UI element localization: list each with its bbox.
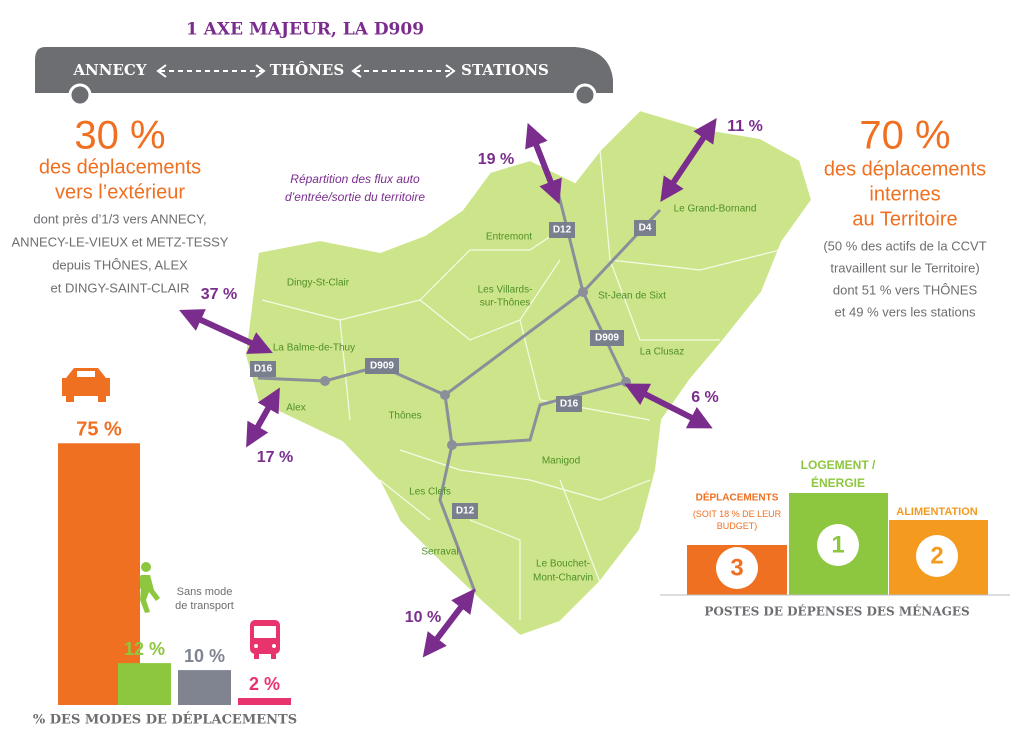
stat-detail: dont 51 % vers THÔNES [833,282,978,297]
stat-detail: et 49 % vers les stations [835,304,976,319]
map-caption: Répartition des flux auto [290,172,420,186]
bar [178,670,231,705]
budget-item: DÉPLACEMENTS [696,491,779,504]
commune: Alex [286,403,305,414]
bar [58,443,140,705]
road-name: D909 [370,361,394,372]
road-name: D16 [254,364,273,375]
road-label: D909 [590,330,624,346]
rank: 1 [831,531,844,558]
commune: Serraval [421,547,458,558]
flow-label: 11 % [727,118,763,135]
value-label: 75 % [76,419,122,441]
flow-label: 19 % [478,151,514,168]
stat-line: au Territoire [852,208,957,230]
car-icon [62,368,110,402]
road-name: D16 [560,399,579,410]
commune: Entremont [486,232,532,243]
road-name: D12 [553,225,572,236]
commune: Dingy-St-Clair [287,278,350,289]
stat-value: 70 % [859,114,950,158]
budget-item: ALIMENTATION [896,506,978,518]
route-stop: THÔNES [270,61,344,79]
commune: Mont-Charvin [533,573,593,584]
road-label: D909 [365,358,399,374]
bus-banner [35,47,613,107]
road-label: D16 [556,396,582,412]
value-label: 10 % [184,646,225,666]
title: 1 AXE MAJEUR, LA D909 [186,20,424,40]
bar [118,663,171,705]
commune: Les Villards- [478,285,533,296]
flow-label: 10 % [405,609,441,626]
category-label: Sans mode de transport [175,586,234,613]
road-label: D4 [634,220,656,236]
flow-label: 6 % [691,389,719,406]
modes-chart: 75 % 12 % 10 % 2 % [58,419,291,705]
rank: 2 [930,542,943,569]
budget-podium [660,493,1010,596]
road-name: D4 [639,223,652,234]
commune: Thônes [388,411,421,422]
stat-line: des déplacements [39,156,201,178]
stat-detail: et DINGY-SAINT-CLAIR [51,280,190,295]
commune: La Balme-de-Thuy [273,343,355,354]
commune: La Clusaz [640,347,684,358]
rank: 3 [730,554,743,581]
value-label: 2 % [249,674,280,694]
route-stop: ANNECY [72,61,146,79]
bar [238,698,291,705]
road-label: D12 [452,503,478,519]
modes-title: % DES MODES DE DÉPLACEMENTS [33,712,297,728]
road-label: D12 [549,222,575,238]
value-label: 12 % [124,639,165,659]
road-name: D12 [456,506,475,517]
map-caption: d’entrée/sortie du territoire [285,190,425,204]
flow-arrows [179,118,717,658]
budget-title: POSTES DE DÉPENSES DES MÉNAGES [704,604,969,619]
stat-detail: dont près d’1/3 vers ANNECY, [33,211,206,226]
route-stop: STATIONS [461,61,549,79]
stat-line: vers l’extérieur [55,181,185,203]
stat-value: 30 % [74,114,165,158]
commune: Manigod [542,456,580,467]
commune: Le Bouchet- [536,559,590,570]
flow-label: 37 % [201,286,237,303]
budget-note: (SOIT 18 % DE LEUR BUDGET) [692,509,782,531]
stat-detail: travaillent sur le Territoire) [830,260,979,275]
stat-line: des déplacements [824,158,986,180]
road-nodes [320,287,631,450]
commune: St-Jean de Sixt [598,291,666,302]
stat-line: internes [869,183,940,205]
commune: Les Clefs [409,487,451,498]
road-label: D16 [250,361,276,377]
commune: Le Grand-Bornand [674,204,757,215]
bus-icon [250,620,280,659]
territory [243,108,814,638]
flow-label: 17 % [257,449,293,466]
budget-item: LOGEMENT / ÉNERGIE [800,458,876,490]
stat-detail: (50 % des actifs de la CCVT [823,238,986,253]
road-name: D909 [595,333,619,344]
stat-detail: depuis THÔNES, ALEX [52,257,188,272]
stat-detail: ANNECY-LE-VIEUX et METZ-TESSY [12,234,229,249]
commune: sur-Thônes [480,298,531,309]
